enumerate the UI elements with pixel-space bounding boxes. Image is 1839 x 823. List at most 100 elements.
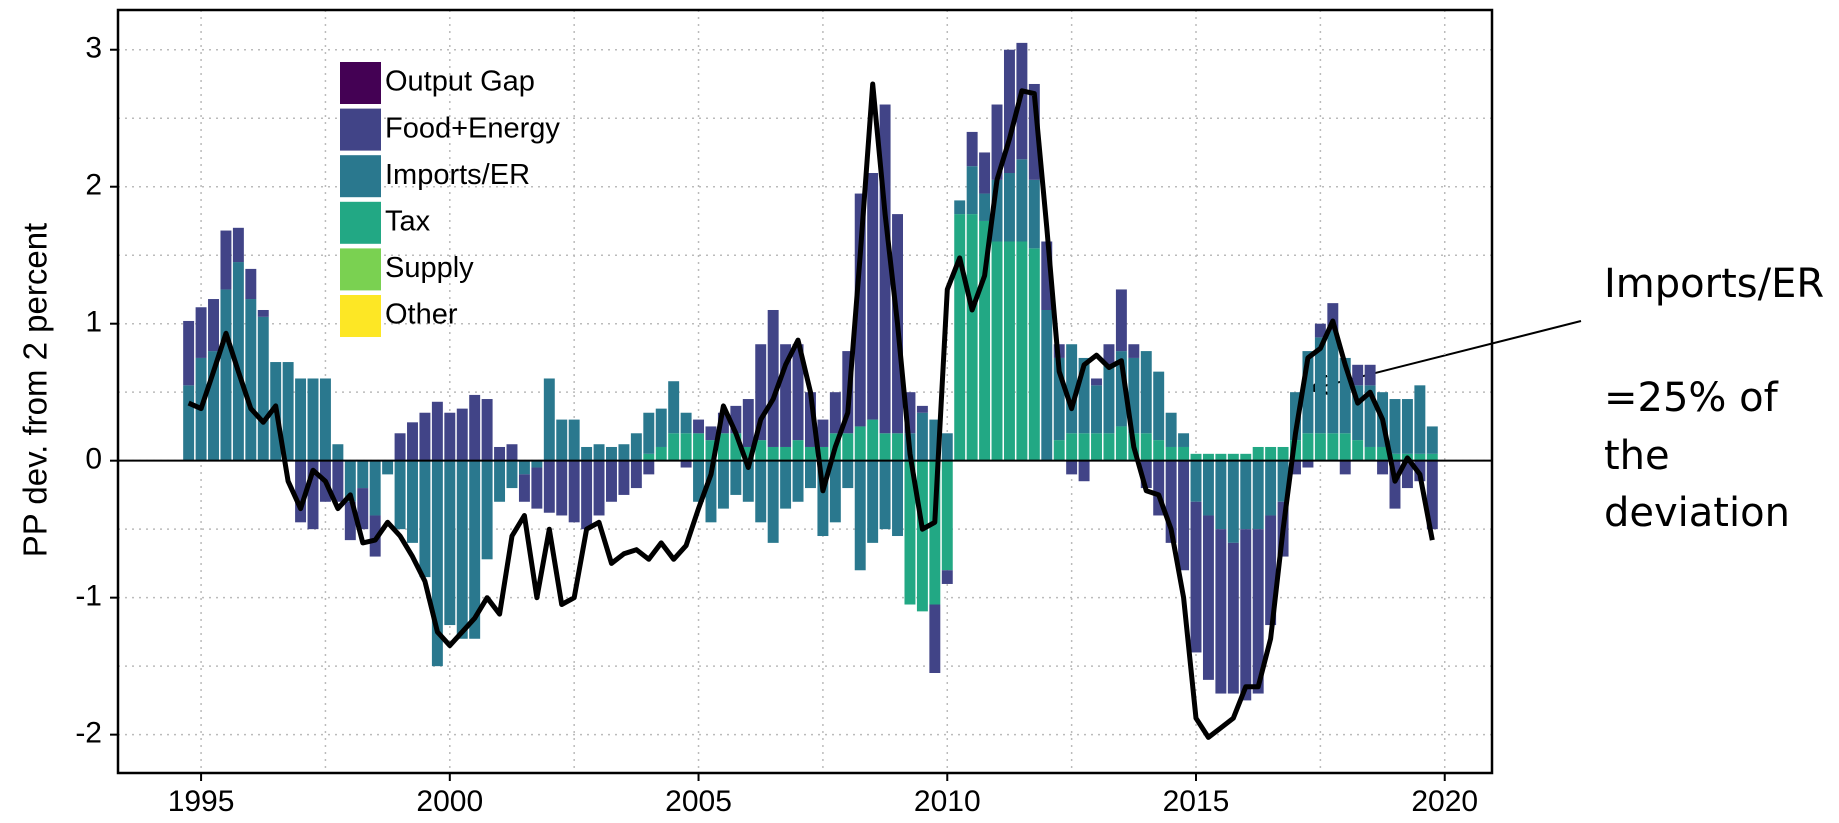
bar-segment xyxy=(929,460,941,605)
legend-label: Output Gap xyxy=(385,66,535,98)
y-tick-label: 0 xyxy=(85,443,102,476)
bar-segment xyxy=(444,460,456,626)
bar-segment xyxy=(780,460,792,509)
bar-segment xyxy=(1115,289,1127,352)
bar-segment xyxy=(805,392,816,447)
bar-segment xyxy=(916,405,928,413)
bar-segment xyxy=(1140,460,1152,489)
bar-segment xyxy=(1389,453,1401,461)
bar-segment xyxy=(419,460,431,578)
bar-segment xyxy=(1016,241,1028,461)
bar-segment xyxy=(1053,440,1065,461)
bar-segment xyxy=(543,460,555,513)
bar-segment xyxy=(419,412,431,461)
bar-segment xyxy=(531,460,543,468)
bar-segment xyxy=(780,344,792,447)
bar-segment xyxy=(1252,446,1264,461)
bar-segment xyxy=(1165,412,1177,447)
bar-segment xyxy=(1202,515,1214,680)
bar-segment xyxy=(581,446,593,461)
legend-label: Other xyxy=(385,299,458,331)
bar-segment xyxy=(220,230,232,290)
bar-segment xyxy=(1028,179,1040,249)
bar-segment xyxy=(556,419,568,461)
bar-segment xyxy=(1277,460,1289,502)
bar-segment xyxy=(1302,433,1314,461)
bar-segment xyxy=(630,460,642,489)
bar-segment xyxy=(979,193,991,221)
bar-segment xyxy=(780,446,792,461)
bar-segment xyxy=(1153,371,1165,441)
total-line xyxy=(187,81,1435,740)
bar-segment xyxy=(357,488,369,530)
bar-segment xyxy=(208,351,219,461)
y-axis-label: PP dev. from 2 percent xyxy=(17,223,54,557)
plot-frame xyxy=(116,8,1494,775)
bar-segment xyxy=(1140,433,1152,461)
bar-segment xyxy=(643,460,655,475)
bar-segment xyxy=(1066,460,1078,475)
bar-segment xyxy=(593,460,605,516)
bar-segment xyxy=(1426,453,1438,461)
bar-segment xyxy=(755,344,767,441)
bar-segment xyxy=(941,570,953,584)
bar-segment xyxy=(680,460,692,468)
bar-segment xyxy=(531,467,543,509)
bar-segment xyxy=(581,460,593,530)
bar-segment xyxy=(1314,433,1326,461)
bar-segment xyxy=(344,501,356,541)
bar-segment xyxy=(431,401,443,461)
y-tick-label: -2 xyxy=(75,717,102,750)
bar-segment xyxy=(630,433,642,461)
annotation: =25% of xyxy=(1604,375,1779,421)
bar-segment xyxy=(1339,433,1351,461)
bar-segment xyxy=(966,214,978,461)
bar-segment xyxy=(606,460,617,502)
bar-segment xyxy=(805,446,816,461)
legend-swatch xyxy=(340,62,381,104)
legend-swatch xyxy=(340,295,381,337)
bar-segment xyxy=(1178,433,1190,447)
bar-segment xyxy=(854,426,866,461)
bar-segment xyxy=(742,446,754,461)
bar-segment xyxy=(245,268,257,300)
bar-segment xyxy=(1290,392,1301,441)
bar-segment xyxy=(717,460,729,509)
bar-segment xyxy=(829,392,841,434)
bar-segment xyxy=(1215,529,1227,694)
bar-segment xyxy=(357,460,369,489)
bar-segment xyxy=(444,412,456,461)
bar-segment xyxy=(792,344,804,441)
bar-segment xyxy=(1016,42,1028,160)
legend-swatch xyxy=(340,108,381,151)
bar-segment xyxy=(593,444,605,461)
bar-segment xyxy=(979,152,991,194)
bar-segment xyxy=(1103,344,1115,365)
y-tick-label: 1 xyxy=(85,306,102,339)
bar-segment xyxy=(879,104,891,434)
bar-segment xyxy=(954,200,966,215)
bar-segment xyxy=(1215,460,1227,530)
bar-segment xyxy=(668,381,680,434)
bar-segment xyxy=(655,446,667,461)
bar-segment xyxy=(1389,460,1401,509)
bar-segment xyxy=(1115,351,1127,427)
bar-segment xyxy=(1314,323,1326,338)
y-tick-label: 2 xyxy=(85,169,102,202)
bar-segment xyxy=(705,460,717,523)
bar-segment xyxy=(954,214,966,461)
bar-segment xyxy=(518,474,530,502)
bar-segment xyxy=(1153,460,1165,516)
bar-segment xyxy=(991,104,1003,180)
bar-segment xyxy=(394,460,406,530)
bar-segment xyxy=(643,412,655,454)
bar-segment xyxy=(1028,83,1040,180)
bar-segment xyxy=(319,378,331,461)
bar-segment xyxy=(183,385,195,461)
legend-swatch xyxy=(340,155,381,198)
x-tick-label: 1995 xyxy=(168,785,235,818)
bar-segment xyxy=(1364,446,1376,461)
bar-segment xyxy=(1128,357,1140,434)
bar-segment xyxy=(1302,351,1314,434)
